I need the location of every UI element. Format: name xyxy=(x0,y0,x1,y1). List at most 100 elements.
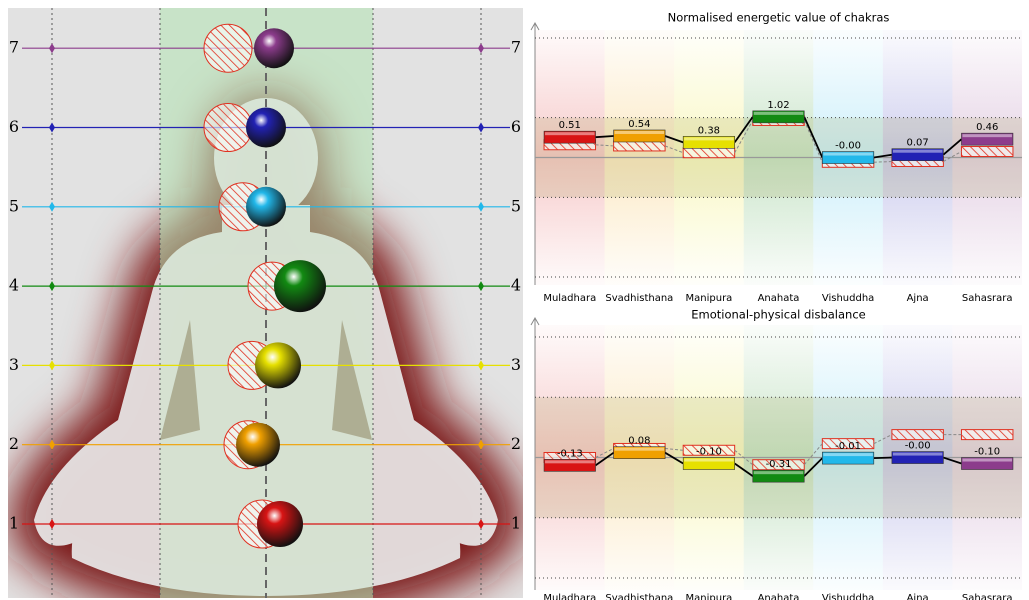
value-connector xyxy=(595,451,615,467)
level-marker xyxy=(49,360,55,371)
level-label: 7 xyxy=(9,38,19,57)
chakra-sphere xyxy=(246,107,286,148)
level-marker xyxy=(478,281,484,292)
value-label: -0.10 xyxy=(696,447,722,458)
value-connector xyxy=(803,457,823,477)
level-marker xyxy=(49,439,55,450)
value-bar xyxy=(961,457,1014,470)
reference-bar xyxy=(960,146,1014,158)
bar-shine xyxy=(892,149,943,153)
chakra-reference xyxy=(203,23,253,73)
value-bar xyxy=(752,110,805,124)
level-marker xyxy=(49,519,55,529)
value-label: -0.00 xyxy=(905,441,931,452)
level-label: 1 xyxy=(511,514,521,533)
level-label: 5 xyxy=(9,196,19,215)
value-bar xyxy=(961,132,1014,146)
category-label: Sahasrara xyxy=(962,293,1013,304)
level-marker xyxy=(478,519,484,529)
reference-connector xyxy=(943,151,962,162)
reference-bar xyxy=(613,140,666,152)
value-label: -0.01 xyxy=(835,441,861,452)
category-label: Sahasrara xyxy=(962,593,1013,600)
figure-panel: 1 1 2 2 3 3 4 4 5 5 6 6 7 7 xyxy=(8,8,523,598)
level-label: 2 xyxy=(9,434,19,453)
chakra-sphere xyxy=(257,501,303,547)
value-connector xyxy=(733,116,754,143)
bar-shine xyxy=(684,458,734,462)
reference-bar xyxy=(752,459,805,471)
value-connector xyxy=(664,135,684,144)
bar-shine xyxy=(962,458,1012,462)
reference-bar xyxy=(960,429,1014,441)
level-marker xyxy=(478,122,484,133)
chart-title: Emotional-physical disbalance xyxy=(691,308,866,322)
value-label: -0.00 xyxy=(835,141,861,152)
bar-shine xyxy=(823,152,873,156)
level-label: 6 xyxy=(511,117,521,136)
reference-connector xyxy=(803,120,823,163)
value-bar xyxy=(891,148,944,162)
level-label: 3 xyxy=(9,355,19,374)
category-label: Vishuddha xyxy=(822,293,874,304)
chakra-sphere xyxy=(254,28,294,69)
level-label: 4 xyxy=(511,276,521,295)
level-marker xyxy=(49,281,55,292)
level-marker xyxy=(478,439,484,450)
category-label: Svadhisthana xyxy=(605,593,673,600)
chakra-sphere xyxy=(274,260,326,313)
value-connector xyxy=(803,116,824,158)
chakra-reference xyxy=(203,103,253,152)
chakra-sphere xyxy=(236,422,280,467)
level-label: 4 xyxy=(9,276,19,295)
level-marker xyxy=(478,201,484,212)
bar-shine xyxy=(614,447,665,451)
value-bar xyxy=(543,459,596,472)
reference-connector xyxy=(595,144,614,147)
category-label: Ajna xyxy=(907,593,929,600)
value-bar xyxy=(543,130,596,144)
chakra-sphere xyxy=(255,342,301,389)
value-label: 0.54 xyxy=(628,119,650,130)
chart: Emotional-physical disbalance -0.13 Muladh… xyxy=(530,308,1022,600)
guides xyxy=(51,8,482,598)
value-bar xyxy=(891,451,944,464)
bar-shine xyxy=(753,471,804,475)
reference-connector xyxy=(734,449,754,466)
category-label: Ajna xyxy=(907,293,929,304)
value-label: 0.51 xyxy=(559,120,581,131)
reference-connector xyxy=(734,120,754,153)
level-label: 1 xyxy=(9,514,19,533)
reference-connector xyxy=(873,160,892,163)
value-bar xyxy=(613,446,666,459)
bar-shine xyxy=(962,134,1012,138)
level-marker xyxy=(478,360,484,371)
chart: Normalised energetic value of chakras 0.5… xyxy=(530,11,1022,304)
bar-shine xyxy=(545,460,595,464)
category-label: Muladhara xyxy=(543,293,596,304)
value-label: 1.02 xyxy=(767,100,789,111)
value-label: 0.08 xyxy=(628,436,650,447)
bar-shine xyxy=(823,453,873,457)
value-bar xyxy=(682,136,735,149)
chakra-sphere xyxy=(246,186,286,227)
bar-shine xyxy=(684,137,734,141)
level-label: 6 xyxy=(9,117,19,136)
value-connector xyxy=(873,456,892,460)
category-label: Vishuddha xyxy=(822,593,874,600)
level-marker xyxy=(478,43,484,54)
value-bar xyxy=(613,129,666,143)
arm-shadow xyxy=(160,320,372,440)
value-bar xyxy=(682,457,735,470)
bar-shine xyxy=(614,130,665,134)
reference-connector xyxy=(873,434,893,445)
level-label: 3 xyxy=(511,355,521,374)
value-bar xyxy=(752,469,805,483)
value-label: -0.10 xyxy=(974,447,1000,458)
level-label: 2 xyxy=(511,434,521,453)
category-label: Manipura xyxy=(686,293,733,304)
charts-panel: Normalised energetic value of chakras 0.5… xyxy=(530,11,1022,600)
value-connector xyxy=(942,138,963,156)
value-label: 0.07 xyxy=(907,138,929,149)
